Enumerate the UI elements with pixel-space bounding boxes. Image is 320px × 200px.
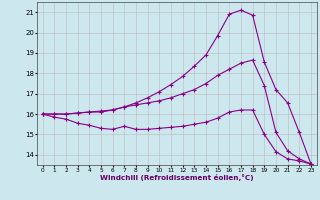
X-axis label: Windchill (Refroidissement éolien,°C): Windchill (Refroidissement éolien,°C) — [100, 174, 254, 181]
